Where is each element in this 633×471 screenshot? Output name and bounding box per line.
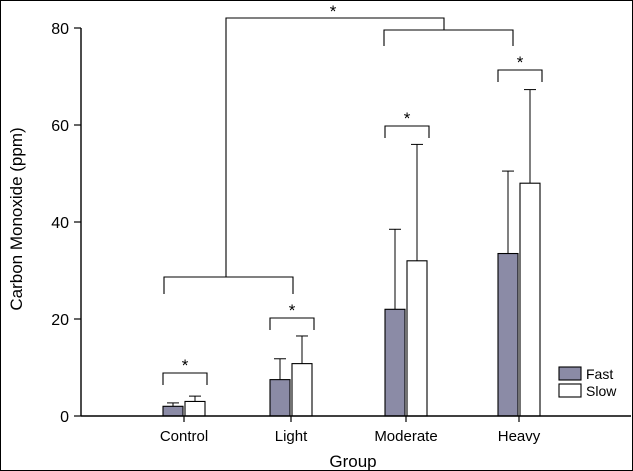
bar-slow-heavy (519, 182, 541, 417)
bar-slow-control (184, 400, 206, 417)
significance-star: * (517, 53, 524, 72)
legend-label-fast: Fast (586, 366, 613, 382)
group-bracket-control-light (163, 276, 294, 294)
legend-swatch-slow (558, 383, 582, 398)
x-tick-label: Moderate (374, 428, 437, 445)
y-tick-label: 60 (51, 118, 69, 135)
bars-layer (162, 89, 541, 417)
x-axis-title: Group (329, 452, 376, 470)
pair-bracket-control (162, 372, 208, 385)
pair-bracket-light (269, 317, 315, 330)
x-tick-label: Heavy (498, 428, 541, 445)
pair-bracket-moderate (384, 125, 430, 138)
x-tick-label: Light (275, 428, 308, 445)
bar-fast-control (162, 405, 184, 417)
legend-label-slow: Slow (586, 383, 617, 399)
bar-fast-moderate (384, 308, 406, 417)
significance-star: * (182, 356, 189, 375)
legend-swatch-fast (558, 366, 582, 381)
significance-star: * (330, 2, 337, 21)
significance-star: * (289, 301, 296, 320)
bar-slow-light (291, 363, 313, 417)
bar-fast-heavy (497, 252, 519, 417)
y-tick-label: 20 (51, 312, 69, 329)
x-tick-label: Control (160, 428, 208, 445)
axes-layer: 0 20 40 60 80 Control Light Moderate Heavy (51, 21, 631, 445)
group-bracket-moderate-heavy (383, 29, 514, 46)
pair-bracket-heavy (497, 69, 543, 82)
bar-slow-moderate (406, 260, 428, 417)
y-tick-label: 0 (60, 409, 69, 426)
significance-star: * (404, 109, 411, 128)
bar-fast-light (269, 379, 291, 417)
y-tick-label: 40 (51, 215, 69, 232)
significance-brackets: * * * * * (162, 2, 543, 385)
group-comparison-bracket (225, 17, 445, 277)
y-tick-label: 80 (51, 21, 69, 38)
y-axis-title: Carbon Monoxide (ppm) (7, 127, 26, 310)
